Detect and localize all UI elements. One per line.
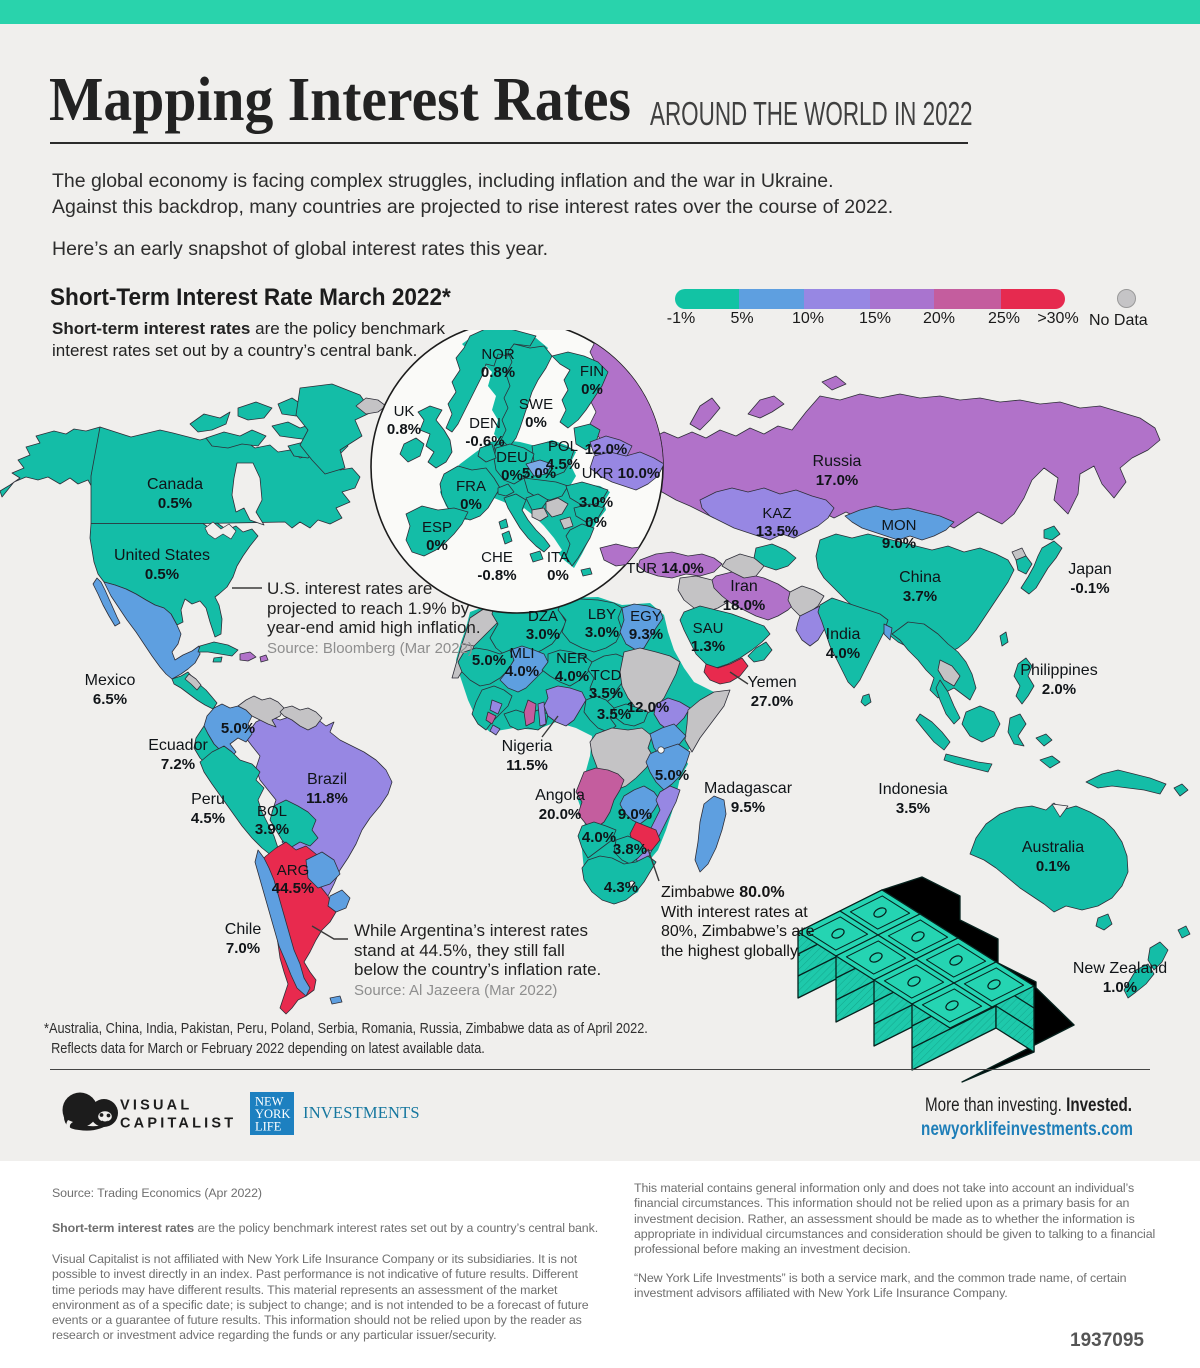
svg-text:NEW: NEW [255,1095,284,1109]
svg-text:INVESTMENTS: INVESTMENTS [303,1103,420,1122]
svg-text:VISUAL: VISUAL [120,1098,192,1114]
svg-text:YORK: YORK [255,1107,290,1121]
svg-text:LIFE: LIFE [255,1120,282,1134]
svg-text:CAPITALIST: CAPITALIST [120,1116,236,1132]
